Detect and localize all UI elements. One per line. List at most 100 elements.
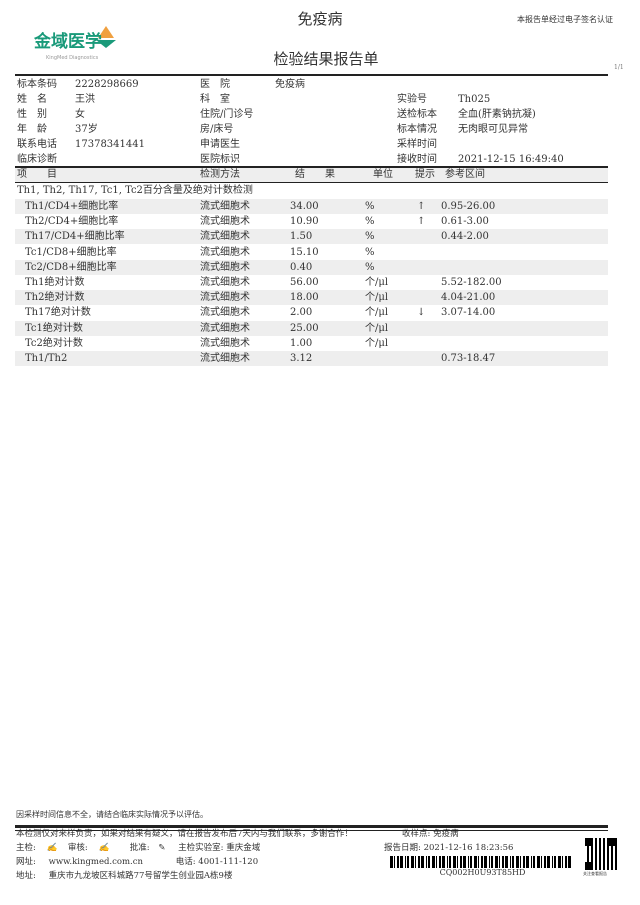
lab-label: 主检实验室: [178, 843, 224, 853]
tester-label: 主检: [16, 843, 36, 853]
qr-module [587, 846, 589, 848]
qr-module [591, 850, 593, 852]
lab-value: 重庆金域 [226, 843, 261, 853]
cell-unit: % [365, 231, 375, 243]
cell-unit: % [365, 201, 375, 212]
table-row: Th2/CD4+细胞比率 流式细胞术 10.90% ↑ 0.61-3.00 [15, 214, 608, 229]
header-method: 检测方法 [200, 169, 240, 180]
qr-module [603, 844, 605, 846]
qr-module [609, 838, 611, 840]
cell-method: 流式细胞术 [200, 322, 250, 334]
cell-item: Th2/CD4+细胞比率 [25, 216, 119, 228]
barcode-bar [415, 856, 416, 868]
qr-module [607, 854, 609, 856]
qr-module [587, 866, 589, 868]
cell-item: Th1绝对计数 [25, 277, 85, 288]
address: 重庆市九龙坡区科城路77号留学生创业园A栋9楼 [48, 871, 233, 881]
page-number: 1/1 [614, 64, 624, 71]
barcode-bar [541, 856, 542, 868]
qr-module [599, 838, 601, 840]
info-value: 无肉眼可见异常 [458, 124, 528, 135]
qr-module [587, 844, 589, 846]
qr-module [595, 850, 597, 852]
qr-module [591, 840, 593, 842]
barcode-bar [544, 856, 546, 868]
approver-label: 批准: [129, 843, 150, 853]
barcode-bar [531, 856, 532, 868]
website[interactable]: www.kingmed.com.cn [48, 857, 143, 867]
esign-note: 本报告单经过电子签名认证 [517, 15, 613, 24]
barcode-bar [439, 856, 441, 868]
qr-module [615, 864, 617, 866]
approver-signature-icon: ✎ [158, 843, 166, 853]
qr-module [595, 858, 597, 860]
qr-module [591, 868, 593, 870]
hospital-title: 免疫病 [297, 10, 343, 28]
table-row: Tc2/CD8+细胞比率 流式细胞术 0.40% [15, 259, 608, 275]
qr-module [607, 846, 609, 848]
barcode-bar [418, 856, 420, 868]
qr-module [591, 864, 593, 866]
info-label: 联系电话 [17, 139, 57, 150]
info-label: 科 室 [200, 94, 230, 105]
qr-module [611, 844, 613, 846]
phone: 4001-111-120 [198, 857, 259, 867]
info-label: 标本条码 [17, 79, 57, 90]
signatures: 主检: ✍ 审核: ✍ 批准: ✎ 主检实验室: 重庆金域 [16, 841, 353, 855]
qr-module [611, 860, 613, 862]
cell-item: Tc2绝对计数 [25, 337, 83, 349]
collection-point-value: 免疫病 [433, 829, 459, 839]
cell-ref: 4.04-21.00 [441, 292, 496, 304]
barcode-bar [447, 856, 448, 868]
qr-module [585, 866, 587, 868]
barcode-bar [484, 856, 487, 868]
cell-result: 1.50 [290, 231, 313, 243]
qr-module [603, 860, 605, 862]
footer-left: 本检测仅对来样负责，如果对结果有疑义，请在报告发布后7天内与我们联系，多谢合作！… [16, 827, 353, 883]
cell-item: Tc1/CD8+细胞比率 [25, 246, 117, 258]
qr-module [607, 868, 609, 870]
reviewer-signature-icon: ✍ [98, 843, 110, 853]
qr-module [615, 856, 617, 858]
report-date-label: 报告日期: [384, 843, 421, 853]
barcode-bar [502, 856, 504, 868]
barcode-bar [512, 856, 514, 868]
qr-module [587, 868, 589, 870]
qr-module [603, 856, 605, 858]
qr-module [589, 840, 591, 842]
barcode-bar [547, 856, 550, 868]
cell-result: 3.12 [290, 353, 313, 364]
qr-module [599, 858, 601, 860]
header-flag: 提示 [415, 169, 435, 180]
info-label: 标本情况 [397, 124, 437, 135]
qr-module [607, 866, 609, 868]
table-row: Th17绝对计数 流式细胞术 2.00 个/μl ↓ 3.07-14.00 [15, 305, 608, 320]
qr-module [589, 842, 591, 844]
qr-module [603, 862, 605, 864]
qr-module [587, 860, 589, 862]
qr-module [591, 838, 593, 840]
qr-module [603, 838, 605, 840]
qr-module [599, 862, 601, 864]
barcode-bar [495, 856, 498, 868]
qr-module [585, 844, 587, 846]
cell-method: 流式细胞术 [200, 246, 250, 258]
qr-module [603, 852, 605, 854]
cell-unit: % [365, 246, 375, 258]
barcode-icon [390, 856, 571, 868]
qr-module [599, 840, 601, 842]
cell-unit: 个/μl [365, 322, 389, 334]
divider [15, 166, 608, 168]
table-row: Th2绝对计数 流式细胞术 18.00 个/μl 4.04-21.00 [15, 290, 608, 306]
cell-unit: 个/μl [365, 292, 389, 304]
cell-method: 流式细胞术 [200, 201, 250, 212]
qr-module [591, 860, 593, 862]
qr-module [599, 846, 601, 848]
report-date: 报告日期: 2021-12-16 18:23:56 [384, 841, 513, 855]
cell-flag: ↓ [417, 307, 426, 319]
cell-ref: 3.07-14.00 [441, 307, 496, 319]
qr-module [589, 862, 591, 864]
qr-module [611, 862, 613, 864]
barcode-bar [400, 856, 403, 868]
cell-result: 18.00 [290, 292, 319, 304]
